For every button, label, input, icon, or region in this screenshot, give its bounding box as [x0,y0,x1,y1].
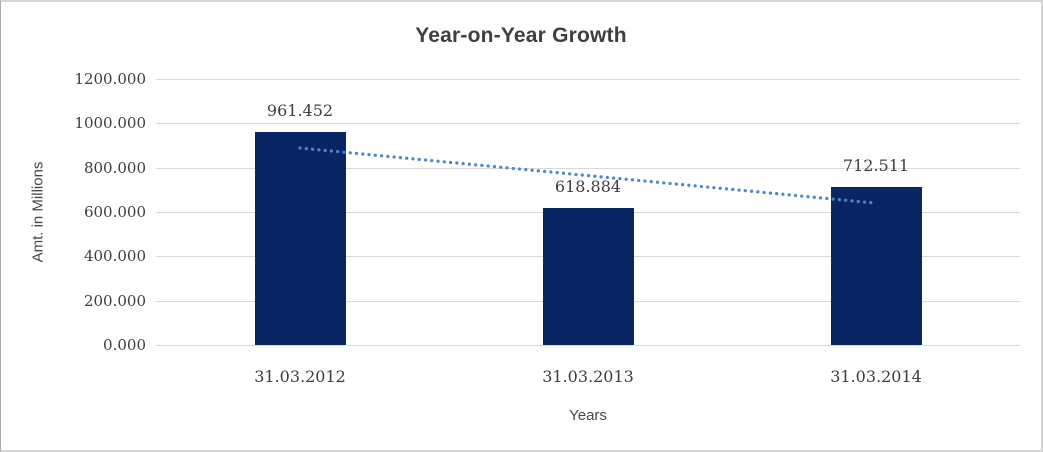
y-tick-label: 1000.000 [74,114,146,133]
plot-area: 961.452 618.884 712.511 [156,79,1020,346]
y-tick-label: 200.000 [83,291,146,310]
bar [542,207,634,345]
y-tick-label: 1200.000 [74,70,146,88]
y-tick-label: 800.000 [83,158,146,177]
bar [254,131,346,345]
gridline [156,345,1020,346]
y-tick-label: 0.000 [103,336,146,354]
bar-data-label: 618.884 [554,176,622,196]
bar [830,187,922,345]
chart-title: Year-on-Year Growth [415,24,627,47]
gridline [156,123,1020,125]
x-tick-label: 31.03.2014 [830,367,922,386]
x-tick-label: 31.03.2012 [254,367,346,386]
x-axis-title: Years [569,407,607,424]
x-tick-label: 31.03.2013 [542,367,634,386]
y-tick-label: 600.000 [83,203,146,221]
y-tick-label: 400.000 [83,247,146,266]
bar-data-label: 961.452 [266,100,334,120]
y-axis-tick-labels: 0.000 200.000 400.000 600.000 800.000 1000.00… [1,70,146,354]
x-axis-tick-labels: 31.03.2012 31.03.2013 31.03.2014 [156,367,1020,387]
gridline [156,79,1020,80]
bar-data-label: 712.511 [842,156,910,176]
